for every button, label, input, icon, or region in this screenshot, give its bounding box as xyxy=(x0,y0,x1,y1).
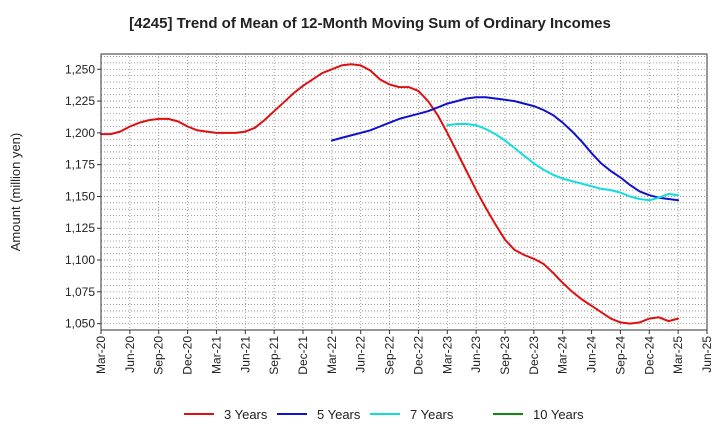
series-line-5-years xyxy=(330,96,680,202)
series-line-7-years xyxy=(446,123,680,202)
y-axis-ticks: 1,050 1,075 1,100 1,125 1,150 1,175 1,200 1,225… xyxy=(65,62,101,331)
chart-title: [4245] Trend of Mean of 12-Month Moving … xyxy=(129,15,611,32)
x-tick-label: Dec-22 xyxy=(411,336,425,375)
legend-label: 7 Years xyxy=(410,407,454,422)
x-tick-label: Mar-22 xyxy=(325,336,339,374)
x-tick-label: Sep-24 xyxy=(613,336,627,375)
y-tick-label: 1,125 xyxy=(65,221,95,235)
x-tick-label: Mar-25 xyxy=(671,336,685,374)
y-tick-label: 1,225 xyxy=(65,94,95,108)
x-tick-label: Sep-20 xyxy=(152,336,166,375)
x-tick-label: Dec-23 xyxy=(527,336,541,375)
x-axis-ticks: Mar-20 Jun-20 Sep-20 Dec-20 Mar-21 Jun-21 Sep-… xyxy=(94,330,714,375)
x-tick-label: Jun-22 xyxy=(354,336,368,373)
y-tick-label: 1,250 xyxy=(65,62,95,76)
x-tick-label: Mar-24 xyxy=(556,336,570,374)
x-tick-label: Sep-23 xyxy=(498,336,512,375)
x-tick-label: Dec-20 xyxy=(181,336,195,375)
y-tick-label: 1,150 xyxy=(65,189,95,203)
x-tick-label: Sep-21 xyxy=(267,336,281,375)
x-tick-label: Jun-24 xyxy=(585,336,599,373)
x-tick-label: Mar-21 xyxy=(209,336,223,374)
legend-label: 3 Years xyxy=(224,407,268,422)
y-tick-label: 1,075 xyxy=(65,285,95,299)
legend-label: 5 Years xyxy=(317,407,361,422)
y-tick-label: 1,050 xyxy=(65,317,95,331)
plot-series xyxy=(100,63,680,325)
legend-label: 10 Years xyxy=(533,407,584,422)
legend: 3 Years 5 Years 7 Years 10 Years xyxy=(184,407,584,422)
x-tick-label: Jun-23 xyxy=(469,336,483,373)
y-tick-label: 1,100 xyxy=(65,253,95,267)
x-tick-label: Jun-21 xyxy=(238,336,252,373)
x-tick-label: Jun-25 xyxy=(700,336,714,373)
y-tick-label: 1,200 xyxy=(65,126,95,140)
x-tick-label: Jun-20 xyxy=(123,336,137,373)
x-tick-label: Sep-22 xyxy=(383,336,397,375)
x-tick-label: Mar-20 xyxy=(94,336,108,374)
x-tick-label: Dec-24 xyxy=(642,336,656,375)
y-tick-label: 1,175 xyxy=(65,158,95,172)
x-tick-label: Dec-21 xyxy=(296,336,310,375)
plot-frame xyxy=(100,53,708,331)
x-tick-label: Mar-23 xyxy=(440,336,454,374)
y-axis-label: Amount (million yen) xyxy=(8,133,23,252)
series-line-3-years xyxy=(100,63,680,325)
